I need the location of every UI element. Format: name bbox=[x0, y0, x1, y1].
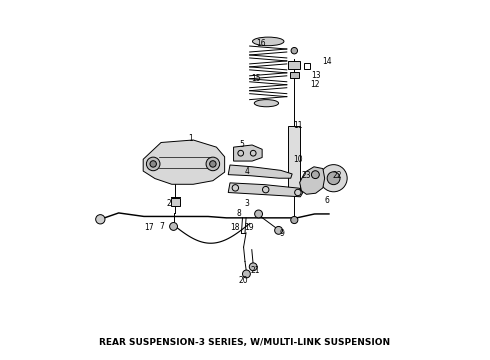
Text: 8: 8 bbox=[237, 209, 241, 218]
Bar bbox=[304, 63, 310, 68]
Ellipse shape bbox=[254, 100, 279, 107]
Text: 1: 1 bbox=[188, 134, 193, 143]
Bar bbox=[290, 72, 299, 78]
Bar bbox=[171, 198, 180, 206]
Text: 9: 9 bbox=[280, 229, 285, 238]
Circle shape bbox=[147, 157, 160, 171]
Text: 19: 19 bbox=[245, 223, 254, 232]
Text: 12: 12 bbox=[310, 80, 319, 89]
Circle shape bbox=[96, 215, 105, 224]
Text: 10: 10 bbox=[293, 155, 303, 164]
Text: 21: 21 bbox=[250, 266, 260, 275]
Text: 20: 20 bbox=[239, 275, 248, 284]
Circle shape bbox=[170, 222, 177, 230]
Circle shape bbox=[312, 171, 319, 179]
Polygon shape bbox=[143, 140, 224, 184]
Text: 5: 5 bbox=[239, 140, 244, 149]
Circle shape bbox=[291, 216, 298, 224]
Text: 16: 16 bbox=[256, 39, 266, 48]
Text: 18: 18 bbox=[230, 223, 240, 232]
Ellipse shape bbox=[252, 37, 284, 46]
Circle shape bbox=[327, 172, 340, 185]
Text: 3: 3 bbox=[245, 199, 249, 208]
Circle shape bbox=[150, 161, 156, 167]
Text: 17: 17 bbox=[145, 222, 154, 231]
Text: 11: 11 bbox=[293, 121, 303, 130]
Circle shape bbox=[243, 270, 250, 278]
Bar bbox=[288, 126, 300, 191]
Circle shape bbox=[291, 48, 297, 54]
Text: 2: 2 bbox=[167, 199, 171, 208]
Circle shape bbox=[320, 165, 347, 192]
Text: REAR SUSPENSION-3 SERIES, W/MULTI-LINK SUSPENSION: REAR SUSPENSION-3 SERIES, W/MULTI-LINK S… bbox=[99, 338, 391, 347]
Circle shape bbox=[249, 263, 257, 271]
Circle shape bbox=[206, 157, 220, 171]
Text: 23: 23 bbox=[302, 171, 312, 180]
Polygon shape bbox=[228, 165, 292, 178]
Polygon shape bbox=[300, 167, 325, 194]
Circle shape bbox=[210, 161, 216, 167]
Bar bbox=[288, 62, 300, 69]
Text: 15: 15 bbox=[251, 75, 261, 84]
Text: 22: 22 bbox=[332, 171, 342, 180]
Text: 14: 14 bbox=[322, 57, 332, 66]
Circle shape bbox=[255, 210, 263, 218]
Text: 13: 13 bbox=[312, 71, 321, 80]
Text: 4: 4 bbox=[245, 167, 249, 176]
Text: 6: 6 bbox=[324, 196, 329, 205]
Circle shape bbox=[275, 226, 283, 234]
Polygon shape bbox=[228, 183, 303, 197]
Polygon shape bbox=[234, 145, 262, 161]
Text: 7: 7 bbox=[160, 222, 165, 231]
